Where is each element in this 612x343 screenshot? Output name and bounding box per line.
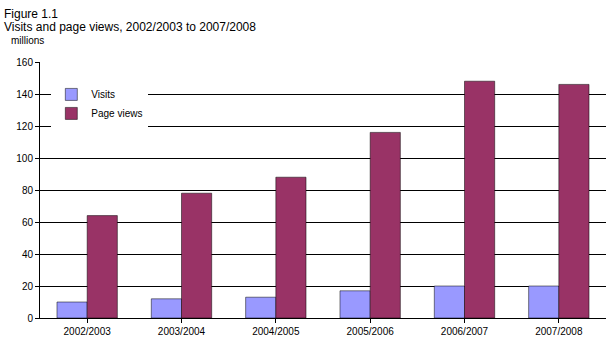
svg-text:40: 40: [22, 249, 34, 260]
svg-text:2005/2006: 2005/2006: [347, 326, 395, 337]
svg-text:Visits: Visits: [91, 89, 115, 100]
svg-text:2003/2004: 2003/2004: [158, 326, 206, 337]
svg-text:120: 120: [16, 121, 33, 132]
svg-text:2007/2008: 2007/2008: [535, 326, 583, 337]
svg-text:60: 60: [22, 217, 34, 228]
svg-text:2006/2007: 2006/2007: [441, 326, 489, 337]
svg-text:2004/2005: 2004/2005: [252, 326, 300, 337]
svg-text:Page views: Page views: [91, 108, 142, 119]
svg-text:Visits and page views, 2002/20: Visits and page views, 2002/2003 to 2007…: [4, 20, 256, 34]
svg-text:Figure 1.1: Figure 1.1: [4, 7, 58, 21]
svg-text:0: 0: [27, 313, 33, 324]
svg-text:80: 80: [22, 185, 34, 196]
svg-text:140: 140: [16, 89, 33, 100]
svg-text:millions: millions: [11, 35, 44, 46]
svg-text:20: 20: [22, 281, 34, 292]
svg-text:160: 160: [16, 57, 33, 68]
svg-text:2002/2003: 2002/2003: [64, 326, 112, 337]
svg-text:100: 100: [16, 153, 33, 164]
